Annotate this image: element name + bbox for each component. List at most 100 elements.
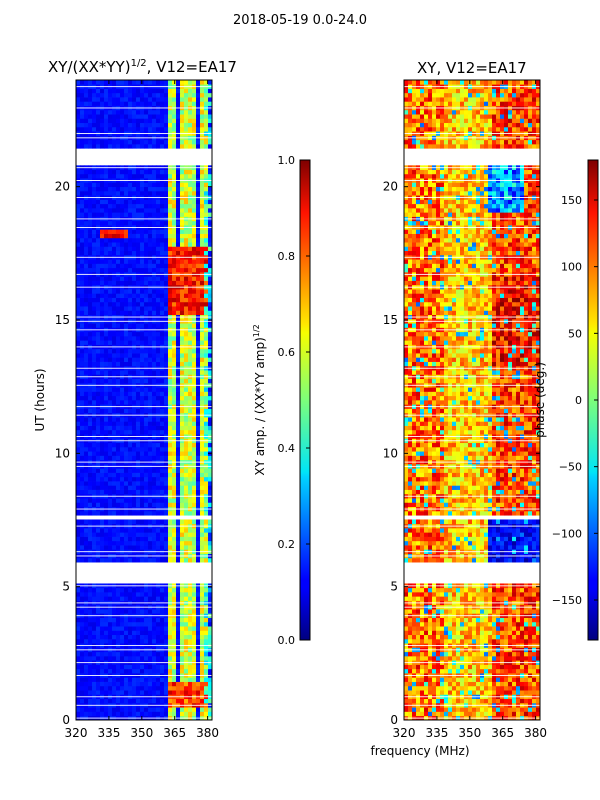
heatmap-cell (188, 242, 193, 247)
heatmap-cell (156, 617, 161, 623)
heatmap-cell (88, 310, 93, 316)
heatmap-cell (136, 429, 141, 435)
heatmap-cell (204, 617, 209, 623)
heatmap-cell (80, 101, 85, 106)
heatmap-cell (80, 498, 85, 503)
heatmap-cell (160, 101, 165, 106)
heatmap-cell (140, 557, 145, 563)
heatmap-cell (124, 519, 129, 525)
heatmap-cell (100, 289, 105, 294)
heatmap-cell (120, 698, 125, 704)
heatmap-cell (188, 408, 193, 414)
heatmap-cell (136, 498, 141, 503)
heatmap-cell (140, 442, 145, 448)
heatmap-cell (92, 122, 97, 128)
heatmap-cell (84, 634, 89, 640)
heatmap-cell (116, 656, 121, 661)
heatmap-cell (88, 545, 93, 550)
heatmap-cell (104, 340, 109, 345)
heatmap-cell (96, 698, 101, 704)
heatmap-cell (112, 681, 117, 687)
heatmap-cell (120, 408, 125, 414)
heatmap-cell (192, 429, 197, 435)
heatmap-cell (200, 528, 205, 533)
heatmap-cell (200, 306, 205, 311)
heatmap-cell (156, 139, 161, 145)
heatmap-cell (92, 711, 97, 717)
heatmap-cell (156, 656, 161, 661)
heatmap-cell (196, 182, 201, 188)
heatmap-cell (112, 421, 117, 426)
heatmap-cell (88, 293, 93, 298)
heatmap-cell (76, 391, 81, 397)
heatmap-cell (200, 592, 205, 597)
heatmap-cell (112, 336, 117, 341)
heatmap-cell (172, 220, 177, 226)
heatmap-cell (160, 685, 165, 691)
heatmap-cell (136, 348, 141, 354)
heatmap-cell (180, 532, 185, 537)
heatmap-cell (176, 468, 181, 473)
heatmap-cell (148, 587, 153, 593)
heatmap-cell (116, 519, 121, 525)
heatmap-cell (144, 169, 149, 175)
heatmap-cell (448, 707, 453, 712)
heatmap-cell (156, 400, 161, 405)
heatmap-cell (180, 489, 185, 495)
heatmap-cell (112, 357, 117, 362)
heatmap-cell (168, 609, 173, 614)
heatmap-cell (108, 681, 113, 687)
heatmap-cell (88, 442, 93, 448)
heatmap-cell (188, 370, 193, 375)
heatmap-cell (152, 476, 157, 482)
heatmap-cell (128, 97, 133, 102)
heatmap-cell (168, 97, 173, 102)
heatmap-cell (140, 250, 145, 256)
heatmap-cell (148, 451, 153, 456)
heatmap-cell (200, 476, 205, 482)
heatmap-cell (156, 489, 161, 495)
heatmap-cell (120, 336, 125, 341)
heatmap-cell (100, 417, 105, 422)
heatmap-cell (184, 677, 189, 682)
heatmap-cell (200, 122, 205, 128)
heatmap-cell (144, 617, 149, 623)
heatmap-cell (84, 664, 89, 670)
heatmap-cell (76, 557, 81, 563)
heatmap-cell (112, 587, 117, 593)
heatmap-cell (148, 677, 153, 682)
heatmap-cell (80, 442, 85, 448)
heatmap-cell (120, 237, 125, 243)
heatmap-cell (140, 289, 145, 294)
heatmap-cell (144, 587, 149, 593)
heatmap-cell (92, 118, 97, 124)
heatmap-cell (144, 336, 149, 341)
heatmap-cell (100, 446, 105, 452)
heatmap-cell (144, 242, 149, 247)
heatmap-cell (116, 664, 121, 670)
heatmap-cell (208, 510, 213, 516)
heatmap-cell (100, 220, 105, 226)
heatmap-cell (196, 109, 201, 115)
heatmap-cell (164, 698, 169, 704)
heatmap-cell (180, 442, 185, 448)
heatmap-cell (84, 408, 89, 414)
heatmap-cell (164, 340, 169, 345)
heatmap-cell (152, 421, 157, 426)
heatmap-cell (144, 519, 149, 525)
heatmap-cell (80, 237, 85, 243)
heatmap-cell (136, 353, 141, 358)
heatmap-cell (148, 455, 153, 461)
heatmap-cell (120, 297, 125, 303)
heatmap-cell (164, 190, 169, 196)
heatmap-cell (140, 208, 145, 213)
heatmap-cell (116, 237, 121, 243)
heatmap-cell (88, 289, 93, 294)
heatmap-cell (156, 246, 161, 252)
heatmap-cell (164, 250, 169, 256)
heatmap-cell (104, 587, 109, 593)
heatmap-cell (80, 250, 85, 256)
heatmap-cell (532, 707, 537, 712)
heatmap-cell (140, 114, 145, 119)
heatmap-cell (156, 446, 161, 452)
